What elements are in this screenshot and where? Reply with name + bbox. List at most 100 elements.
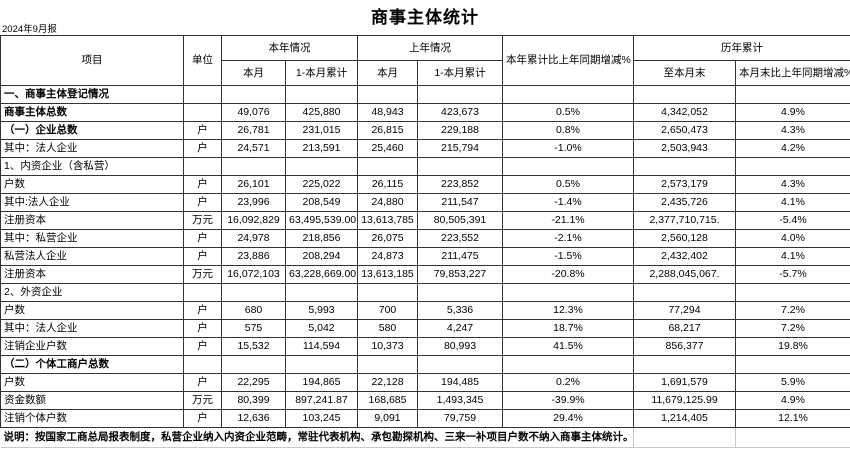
row-value: 23,996 — [221, 193, 286, 212]
row-value: 4.9% — [735, 391, 850, 410]
row-value: 26,075 — [357, 229, 418, 248]
row-value — [221, 157, 286, 176]
row-label: 2、外资企业 — [0, 283, 184, 302]
statistics-table: 项目 单位 本年情况 上年情况 本年累计比上年同期增减% 历年累计 本月 1-本… — [0, 35, 850, 448]
row-value — [735, 85, 850, 104]
row-value: 2,573,179 — [633, 175, 736, 194]
table-row: 户数户 22,295 194,865 22,128 194,485 0.2% 1,691,5… — [0, 373, 850, 392]
row-value: 13,613,185 — [357, 265, 418, 284]
row-value: 23,886 — [221, 247, 286, 266]
row-label: 注册资本 — [0, 211, 184, 230]
row-value: 12.1% — [735, 409, 850, 428]
row-value: 5.9% — [735, 373, 850, 392]
row-value: 5,993 — [285, 301, 358, 320]
row-value: 680 — [221, 301, 286, 320]
table-row: 一、商事主体登记情况 — [0, 85, 850, 104]
row-value — [221, 283, 286, 302]
row-value: -20.8% — [502, 265, 634, 284]
row-label: 注销个体户数 — [0, 409, 184, 428]
row-value: 211,475 — [417, 247, 503, 266]
row-value — [633, 283, 736, 302]
row-value: 4,342,052 — [633, 103, 736, 122]
row-unit: 户 — [183, 193, 222, 212]
row-unit: 户 — [183, 337, 222, 356]
row-value: 223,852 — [417, 175, 503, 194]
row-value: 208,549 — [285, 193, 358, 212]
header-last-year: 上年情况 — [357, 35, 503, 61]
row-value — [285, 283, 358, 302]
row-value: 0.8% — [502, 121, 634, 140]
table-row: 户数户 26,101 225,022 26,115 223,852 0.5% 2,573,1… — [0, 175, 850, 194]
row-unit: 户 — [183, 319, 222, 338]
table-row: 私营法人企业户 23,886 208,294 24,873 211,475 -1.5% 2,… — [0, 247, 850, 266]
row-value: 25,460 — [357, 139, 418, 158]
row-value: -1.5% — [502, 247, 634, 266]
row-value: -1.4% — [502, 193, 634, 212]
row-value: 9,091 — [357, 409, 418, 428]
row-value: 19.8% — [735, 337, 850, 356]
note-empty-cell — [735, 427, 850, 448]
row-unit: 户 — [183, 229, 222, 248]
row-value: -5.4% — [735, 211, 850, 230]
row-value: 68,217 — [633, 319, 736, 338]
header-this-month-ly: 本月 — [357, 60, 418, 86]
row-value: 77,294 — [633, 301, 736, 320]
row-value: 7.2% — [735, 319, 850, 338]
row-value: 103,245 — [285, 409, 358, 428]
row-value: 168,685 — [357, 391, 418, 410]
row-unit: 万元 — [183, 391, 222, 410]
row-unit: 户 — [183, 409, 222, 428]
row-value: 575 — [221, 319, 286, 338]
row-value — [221, 85, 286, 104]
row-unit: 户 — [183, 139, 222, 158]
row-label: 其中:法人企业 — [0, 193, 184, 212]
row-value: 26,781 — [221, 121, 286, 140]
row-value: -21.1% — [502, 211, 634, 230]
header-month-end-vs-ly: 本月末比上年同期增减% — [735, 60, 850, 86]
row-value — [357, 85, 418, 104]
row-value: -5.7% — [735, 265, 850, 284]
table-row: 2、外资企业 — [0, 283, 850, 302]
row-value — [633, 355, 736, 374]
row-value: 63,495,539.00 — [285, 211, 358, 230]
row-value: 2,288,045,067. — [633, 265, 736, 284]
table-row: 资金数额 万元 80,399 897,241.87 168,685 1,493,345 -3… — [0, 391, 850, 410]
row-label: 1、内资企业（含私营） — [0, 157, 184, 176]
row-value: 1,493,345 — [417, 391, 503, 410]
row-unit — [183, 103, 222, 122]
table-header: 项目 单位 本年情况 上年情况 本年累计比上年同期增减% 历年累计 本月 1-本… — [0, 35, 850, 86]
row-value: 5,042 — [285, 319, 358, 338]
table-body: 一、商事主体登记情况 商事主体总数 49,076 425,880 48,943 423,6… — [0, 85, 850, 448]
row-value — [285, 157, 358, 176]
row-value: 580 — [357, 319, 418, 338]
row-value: 4.2% — [735, 139, 850, 158]
row-value: 80,399 — [221, 391, 286, 410]
row-label: 资金数额 — [0, 391, 184, 410]
row-value — [502, 355, 634, 374]
table-row: 户数户 680 5,993 700 5,336 12.3% 77,294 7.2% — [0, 301, 850, 320]
row-label: 私营法人企业 — [0, 247, 184, 266]
table-row: 1、内资企业（含私营） — [0, 157, 850, 176]
row-value — [735, 157, 850, 176]
row-label: 商事主体总数 — [0, 103, 184, 122]
row-value: 2,560,128 — [633, 229, 736, 248]
row-unit — [183, 355, 222, 374]
row-value — [285, 355, 358, 374]
row-value: 2,377,710,715. — [633, 211, 736, 230]
row-value — [633, 157, 736, 176]
row-value: 48,943 — [357, 103, 418, 122]
row-value: 7.2% — [735, 301, 850, 320]
row-unit — [183, 85, 222, 104]
note-row: 说明：按国家工商总局报表制度，私营企业纳入内资企业范畴，常驻代表机构、承包勘探机… — [0, 427, 850, 448]
header-this-month: 本月 — [221, 60, 286, 86]
table-row: 其中：法人企业户 575 5,042 580 4,247 18.7% 68,217 7.2% — [0, 319, 850, 338]
note-empty-cell — [633, 427, 736, 448]
header-this-year: 本年情况 — [221, 35, 358, 61]
row-value — [417, 355, 503, 374]
row-value: 2,435,726 — [633, 193, 736, 212]
row-value: 22,295 — [221, 373, 286, 392]
row-unit — [183, 283, 222, 302]
row-value: -1.0% — [502, 139, 634, 158]
table-row: 其中：法人企业户 24,571 213,591 25,460 215,794 -1.0% 2… — [0, 139, 850, 158]
